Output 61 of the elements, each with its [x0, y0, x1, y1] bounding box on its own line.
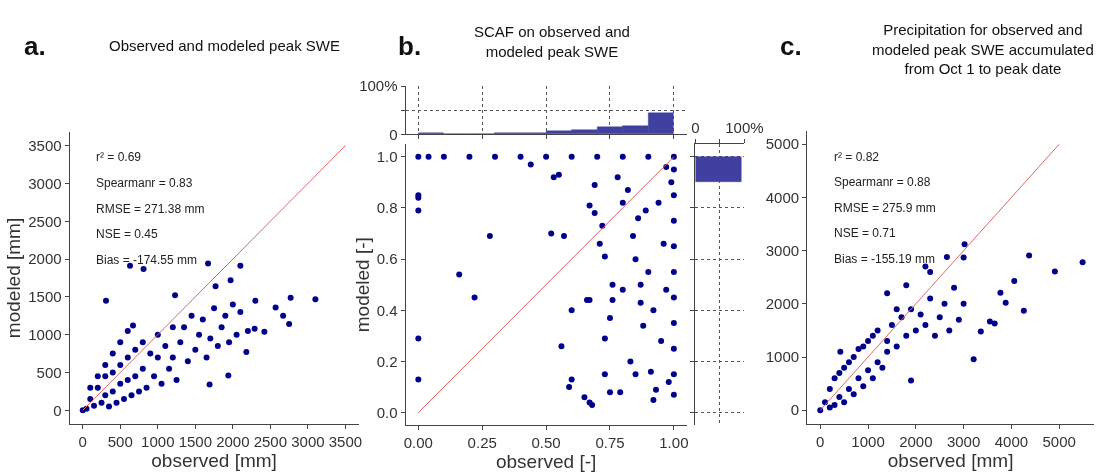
- y-tick-label: 5000: [765, 135, 800, 153]
- annotation: r² = 0.69: [96, 150, 142, 164]
- x-tick-label: 3000: [291, 432, 325, 450]
- y-tick-label: 4000: [765, 188, 800, 206]
- x-tick-label: 3500: [328, 432, 363, 450]
- annotation: NSE = 0.71: [834, 226, 897, 240]
- x-tick-label: 0.75: [595, 434, 625, 452]
- x-axis-title: observed [mm]: [887, 449, 1014, 471]
- y-tick-label: 0.4: [376, 301, 398, 319]
- chart-title: SCAF on observed and modeled peak SWE: [474, 23, 630, 60]
- chart-title: Precipitation for observed and modeled peak SWE accumulated from Oct 1 to peak date: [872, 21, 1094, 77]
- x-tick-label: 2000: [216, 432, 250, 450]
- x-tick-label: 1500: [178, 432, 213, 450]
- y-tick-label: 2000: [765, 295, 800, 313]
- y-tick-label: 0: [790, 401, 800, 419]
- annotation: Bias = -174.55 mm: [96, 253, 198, 267]
- x-tick-label: 3000: [946, 432, 981, 450]
- x-tick-label: 0: [78, 432, 87, 450]
- x-axis-title: observed [mm]: [151, 449, 277, 471]
- x-tick-label: 2000: [899, 432, 933, 450]
- x-tick-label: 500: [107, 432, 133, 450]
- text: a.: [24, 31, 46, 61]
- x-axis-title: observed [-]: [495, 451, 597, 473]
- y-tick-label: 0.8: [376, 199, 398, 217]
- x-tick-label: 4000: [994, 432, 1029, 450]
- annotation: Spearmanr = 0.88: [834, 175, 931, 189]
- x-tick-label: 1000: [141, 432, 175, 450]
- y-tick-label: 1000: [28, 325, 62, 343]
- annotation: RMSE = 275.9 mm: [834, 201, 936, 215]
- y-axis-title: modeled [-]: [351, 237, 373, 333]
- y-tick-label: 100%: [359, 77, 398, 95]
- y-tick-label: 0: [53, 401, 62, 419]
- x-tick-label: 1.00: [659, 434, 689, 452]
- x-tick-label: 0: [816, 432, 825, 450]
- x-tick-label: 2500: [253, 432, 288, 450]
- annotation: RMSE = 271.38 mm: [96, 202, 205, 216]
- chart-title: Observed and modeled peak SWE: [109, 37, 340, 54]
- y-tick-label: 3000: [765, 241, 800, 259]
- y-tick-label: 1500: [28, 288, 62, 306]
- annotation: Bias = -155.19 mm: [834, 252, 936, 266]
- annotation: r² = 0.82: [834, 150, 880, 164]
- x-tick-label: 0.25: [467, 434, 497, 452]
- text: c.: [780, 31, 802, 61]
- x-tick-label: 5000: [1042, 432, 1076, 450]
- y-tick-label: 3000: [28, 174, 62, 192]
- y-tick-label: 0.6: [376, 250, 398, 268]
- annotation: Spearmanr = 0.83: [96, 176, 193, 190]
- y-tick-label: 1.0: [376, 148, 398, 166]
- annotation: NSE = 0.45: [96, 227, 159, 241]
- text: b.: [398, 31, 422, 61]
- y-axis-title: modeled [mm]: [3, 217, 25, 339]
- y-tick-label: 2000: [28, 250, 62, 268]
- y-tick-label: 0.2: [376, 352, 398, 370]
- y-tick-label: 500: [36, 363, 62, 381]
- x-tick-label: 0.00: [403, 434, 433, 452]
- x-tick-label: 0.50: [531, 434, 561, 452]
- y-tick-label: 1000: [765, 348, 800, 366]
- y-tick-label: 2500: [28, 212, 62, 230]
- y-tick-label: 0.0: [376, 403, 398, 421]
- x-tick-label: 1000: [851, 432, 885, 450]
- y-tick-label: 3500: [28, 136, 62, 154]
